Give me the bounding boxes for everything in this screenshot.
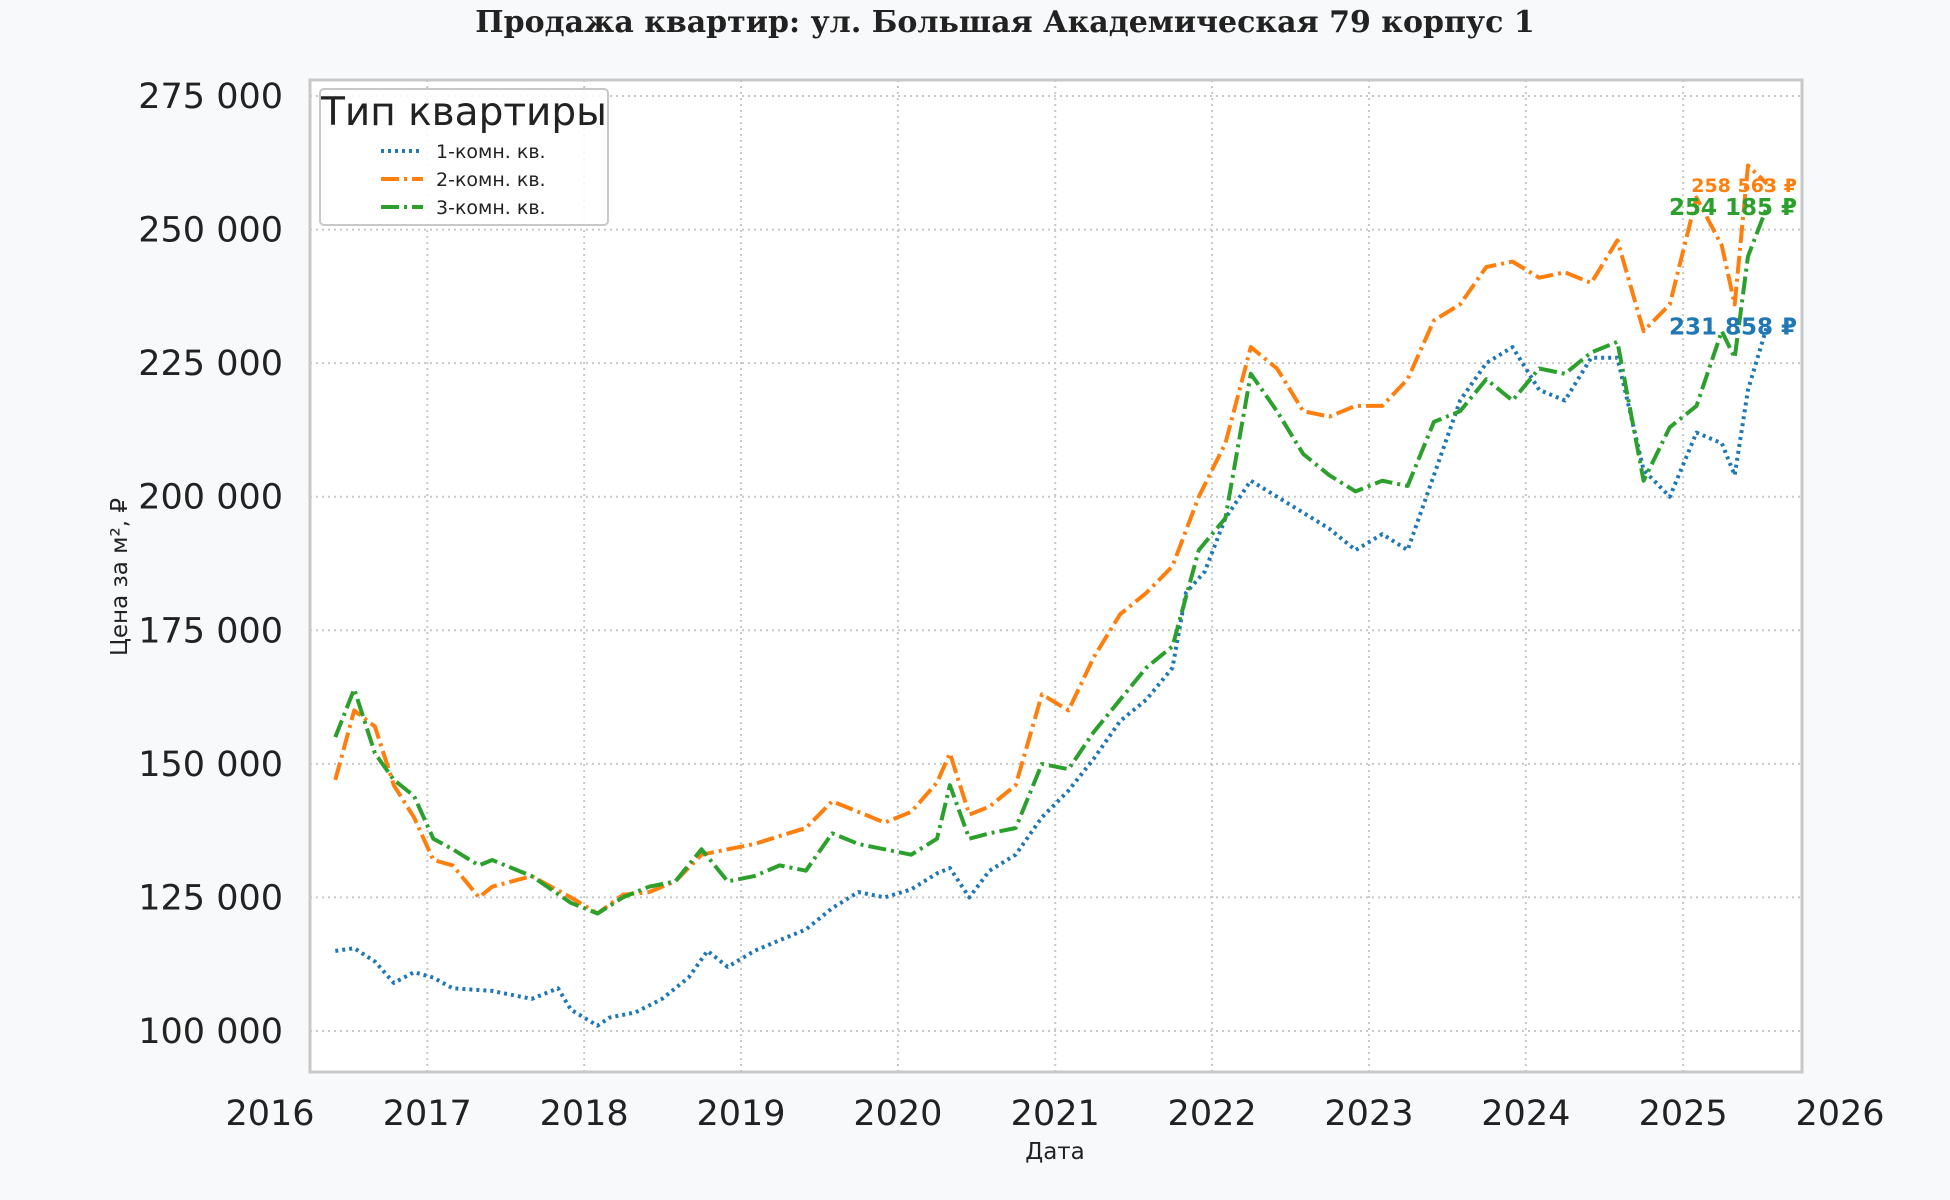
x-tick-label: 2020 [853, 1094, 942, 1134]
x-tick-label: 2022 [1168, 1094, 1257, 1134]
y-tick-label: 125 000 [138, 878, 283, 918]
series-lines [333, 163, 1769, 1028]
x-tick-label: 2019 [697, 1094, 786, 1134]
y-tick-label: 200 000 [138, 478, 283, 518]
x-tick-label: 2025 [1639, 1094, 1728, 1134]
x-tick-label: 2026 [1795, 1094, 1884, 1134]
end-value-labels: 231 858 ₽ 258 563 ₽254 185 ₽ [1669, 175, 1797, 341]
y-tick-label: 225 000 [138, 344, 283, 384]
legend-title: Тип квартиры [320, 90, 607, 135]
y-tick-label: 175 000 [138, 611, 283, 651]
y-tick-label: 150 000 [138, 745, 283, 785]
chart-title: Продажа квартир: ул. Большая Академическ… [475, 5, 1534, 40]
y-axis-title: Цена за м², ₽ [107, 498, 133, 656]
y-tick-label: 250 000 [138, 211, 283, 251]
legend-box [319, 88, 609, 226]
legend-label: 2-комн. кв. [436, 169, 546, 191]
end-value-label: 258 563 ₽ [1691, 175, 1797, 197]
x-tick-label: 2016 [225, 1094, 314, 1134]
legend-label: 3-комн. кв. [436, 197, 546, 219]
y-tick-label: 100 000 [138, 1012, 283, 1052]
end-value-label: 254 185 ₽ [1669, 195, 1797, 221]
series-line [333, 206, 1769, 916]
x-axis-ticks: 2016 2017 2018 2019 2020 2021 2022 2023 2024 2025… [225, 1094, 1884, 1134]
x-tick-label: 2024 [1481, 1094, 1570, 1134]
grid-lines [310, 80, 1802, 1072]
legend: Тип квартиры 1-комн. кв. 2-комн. кв. 3-ком… [319, 88, 609, 226]
plot-area [310, 80, 1802, 1072]
x-tick-label: 2018 [540, 1094, 629, 1134]
legend-items: 1-комн. кв. 2-комн. кв. 3-комн. кв. [381, 141, 546, 219]
x-tick-label: 2021 [1011, 1094, 1100, 1134]
x-axis-title: Дата [1025, 1139, 1085, 1165]
legend-label: 1-комн. кв. [436, 141, 546, 163]
y-axis-ticks: 100 000 125 000 150 000 175 000 200 000 225 0… [138, 77, 283, 1052]
x-tick-label: 2017 [383, 1094, 472, 1134]
y-tick-label: 275 000 [138, 77, 283, 117]
end-value-label: 231 858 ₽ [1669, 315, 1797, 341]
plot-frame [308, 78, 1804, 1074]
x-tick-label: 2023 [1324, 1094, 1413, 1134]
series-line [333, 163, 1769, 916]
